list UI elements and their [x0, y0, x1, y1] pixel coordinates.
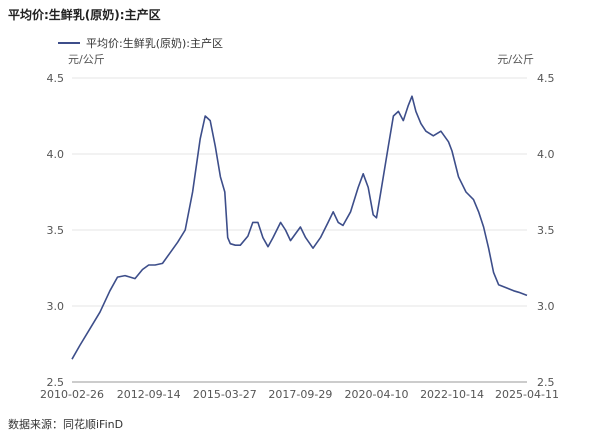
x-tick-label: 2010-02-26	[40, 388, 104, 401]
y-tick-label-left: 3.0	[47, 300, 65, 313]
x-tick-label: 2025-04-11	[495, 388, 559, 401]
x-tick-label: 2022-10-14	[420, 388, 484, 401]
y-tick-label-right: 4.5	[537, 72, 555, 85]
x-tick-label: 2015-03-27	[193, 388, 257, 401]
data-source: 数据来源：同花顺iFinD	[8, 418, 124, 431]
legend-swatch	[58, 42, 80, 44]
y-tick-label-right: 4.0	[537, 148, 555, 161]
y-tick-label-right: 3.5	[537, 224, 555, 237]
y-tick-label-left: 4.5	[47, 72, 65, 85]
y-axis-unit-left: 元/公斤	[68, 53, 105, 66]
y-tick-label-left: 2.5	[47, 376, 65, 389]
y-tick-label-left: 3.5	[47, 224, 65, 237]
y-tick-label-right: 3.0	[537, 300, 555, 313]
x-tick-label: 2020-04-10	[345, 388, 409, 401]
chart-legend[interactable]: 平均价:生鲜乳(原奶):主产区	[58, 35, 223, 51]
y-tick-label-right: 2.5	[537, 376, 555, 389]
x-tick-label: 2012-09-14	[117, 388, 181, 401]
series-line	[71, 95, 528, 360]
legend-label: 平均价:生鲜乳(原奶):主产区	[86, 37, 223, 50]
x-tick-label: 2017-09-29	[268, 388, 332, 401]
y-axis-unit-right: 元/公斤	[497, 53, 534, 66]
chart-title: 平均价:生鲜乳(原奶):主产区	[8, 8, 161, 22]
y-tick-label-left: 4.0	[47, 148, 65, 161]
